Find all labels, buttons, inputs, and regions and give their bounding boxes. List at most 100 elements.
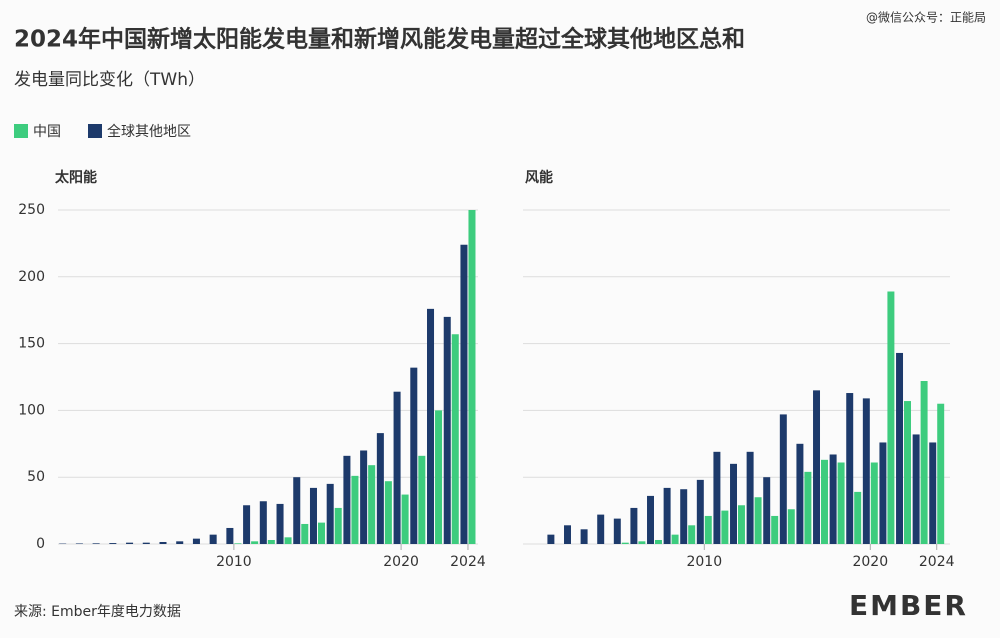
bar	[870, 462, 878, 544]
x-tick-label: 2024	[919, 554, 955, 570]
bar	[854, 491, 862, 544]
bar	[234, 543, 242, 544]
bar	[243, 505, 251, 544]
bar	[787, 509, 795, 544]
bar	[276, 503, 284, 544]
bar	[754, 497, 762, 544]
bar	[360, 450, 368, 544]
bar	[192, 538, 200, 544]
bar	[401, 494, 409, 544]
bar	[630, 507, 638, 544]
source: 来源: Ember年度电力数据	[14, 604, 181, 620]
bar	[671, 534, 679, 544]
bar	[647, 495, 654, 544]
legend-label: 中国	[33, 124, 61, 140]
bar	[351, 475, 359, 544]
bar	[688, 525, 696, 544]
bar	[259, 501, 267, 544]
legend-swatch	[14, 124, 28, 138]
bar	[771, 515, 779, 544]
bar	[251, 541, 259, 544]
bar	[75, 543, 83, 544]
x-tick-label: 2024	[450, 554, 486, 570]
bar	[317, 522, 326, 544]
bar	[887, 291, 895, 544]
bar	[821, 459, 828, 544]
bar	[410, 367, 418, 544]
bar	[343, 455, 351, 544]
bar	[384, 481, 392, 544]
bar	[879, 442, 887, 544]
bar	[468, 210, 476, 544]
bar	[746, 451, 754, 544]
bar	[613, 518, 621, 544]
bar	[451, 334, 459, 544]
bar	[309, 487, 317, 544]
y-tick-label: 250	[18, 202, 45, 218]
bar	[763, 477, 771, 544]
x-tick-label: 2020	[383, 554, 419, 570]
bar	[126, 542, 134, 544]
chart-title: 2024年中国新增太阳能发电量和新增风能发电量超过全球其他地区总和	[14, 26, 745, 53]
y-tick-label: 100	[18, 402, 45, 418]
bar	[293, 477, 301, 544]
y-tick-label: 50	[27, 469, 45, 485]
bar	[460, 244, 468, 544]
bar	[813, 390, 821, 544]
bar	[209, 534, 217, 544]
bar	[226, 527, 234, 544]
bar	[846, 393, 854, 544]
panel-title: 风能	[525, 169, 553, 186]
bar	[159, 541, 167, 544]
bar	[896, 352, 904, 544]
bar	[837, 462, 845, 544]
bar	[284, 537, 292, 544]
y-tick-label: 150	[18, 336, 45, 352]
chart-subtitle: 发电量同比变化（TWh）	[14, 70, 205, 90]
bar	[704, 515, 712, 544]
bar	[334, 507, 342, 544]
bar	[92, 543, 100, 544]
bar	[721, 510, 729, 544]
bar	[904, 401, 911, 544]
bar	[796, 443, 804, 544]
bar	[443, 316, 451, 544]
watermark: @微信公众号：正能局	[866, 11, 986, 25]
bar	[680, 489, 688, 544]
x-tick-label: 2010	[216, 554, 252, 570]
x-tick-label: 2010	[686, 554, 722, 570]
bar	[638, 541, 646, 544]
bar	[267, 539, 275, 544]
bar	[621, 542, 629, 544]
bar	[326, 483, 334, 544]
bar	[654, 539, 662, 544]
bar	[176, 541, 184, 544]
bar	[804, 471, 812, 544]
bar	[142, 542, 150, 544]
bar	[435, 410, 443, 544]
bar	[862, 398, 870, 544]
bar	[937, 403, 945, 544]
bar	[929, 442, 937, 544]
bar	[597, 514, 605, 544]
y-tick-label: 0	[36, 536, 45, 552]
bar	[427, 308, 435, 544]
logo: EMBER	[849, 589, 968, 622]
panel-title: 太阳能	[55, 169, 97, 186]
legend-swatch	[88, 124, 102, 138]
bar	[376, 433, 384, 544]
bar	[547, 534, 555, 544]
bar	[368, 465, 376, 544]
bar	[920, 381, 928, 544]
bar	[779, 414, 787, 544]
bar	[912, 434, 920, 544]
bar	[393, 391, 401, 544]
bar	[418, 455, 426, 544]
bar	[829, 454, 837, 544]
bar	[109, 543, 117, 544]
bar	[580, 529, 588, 544]
bar	[564, 525, 571, 544]
bar	[738, 505, 745, 544]
x-tick-label: 2020	[852, 554, 888, 570]
